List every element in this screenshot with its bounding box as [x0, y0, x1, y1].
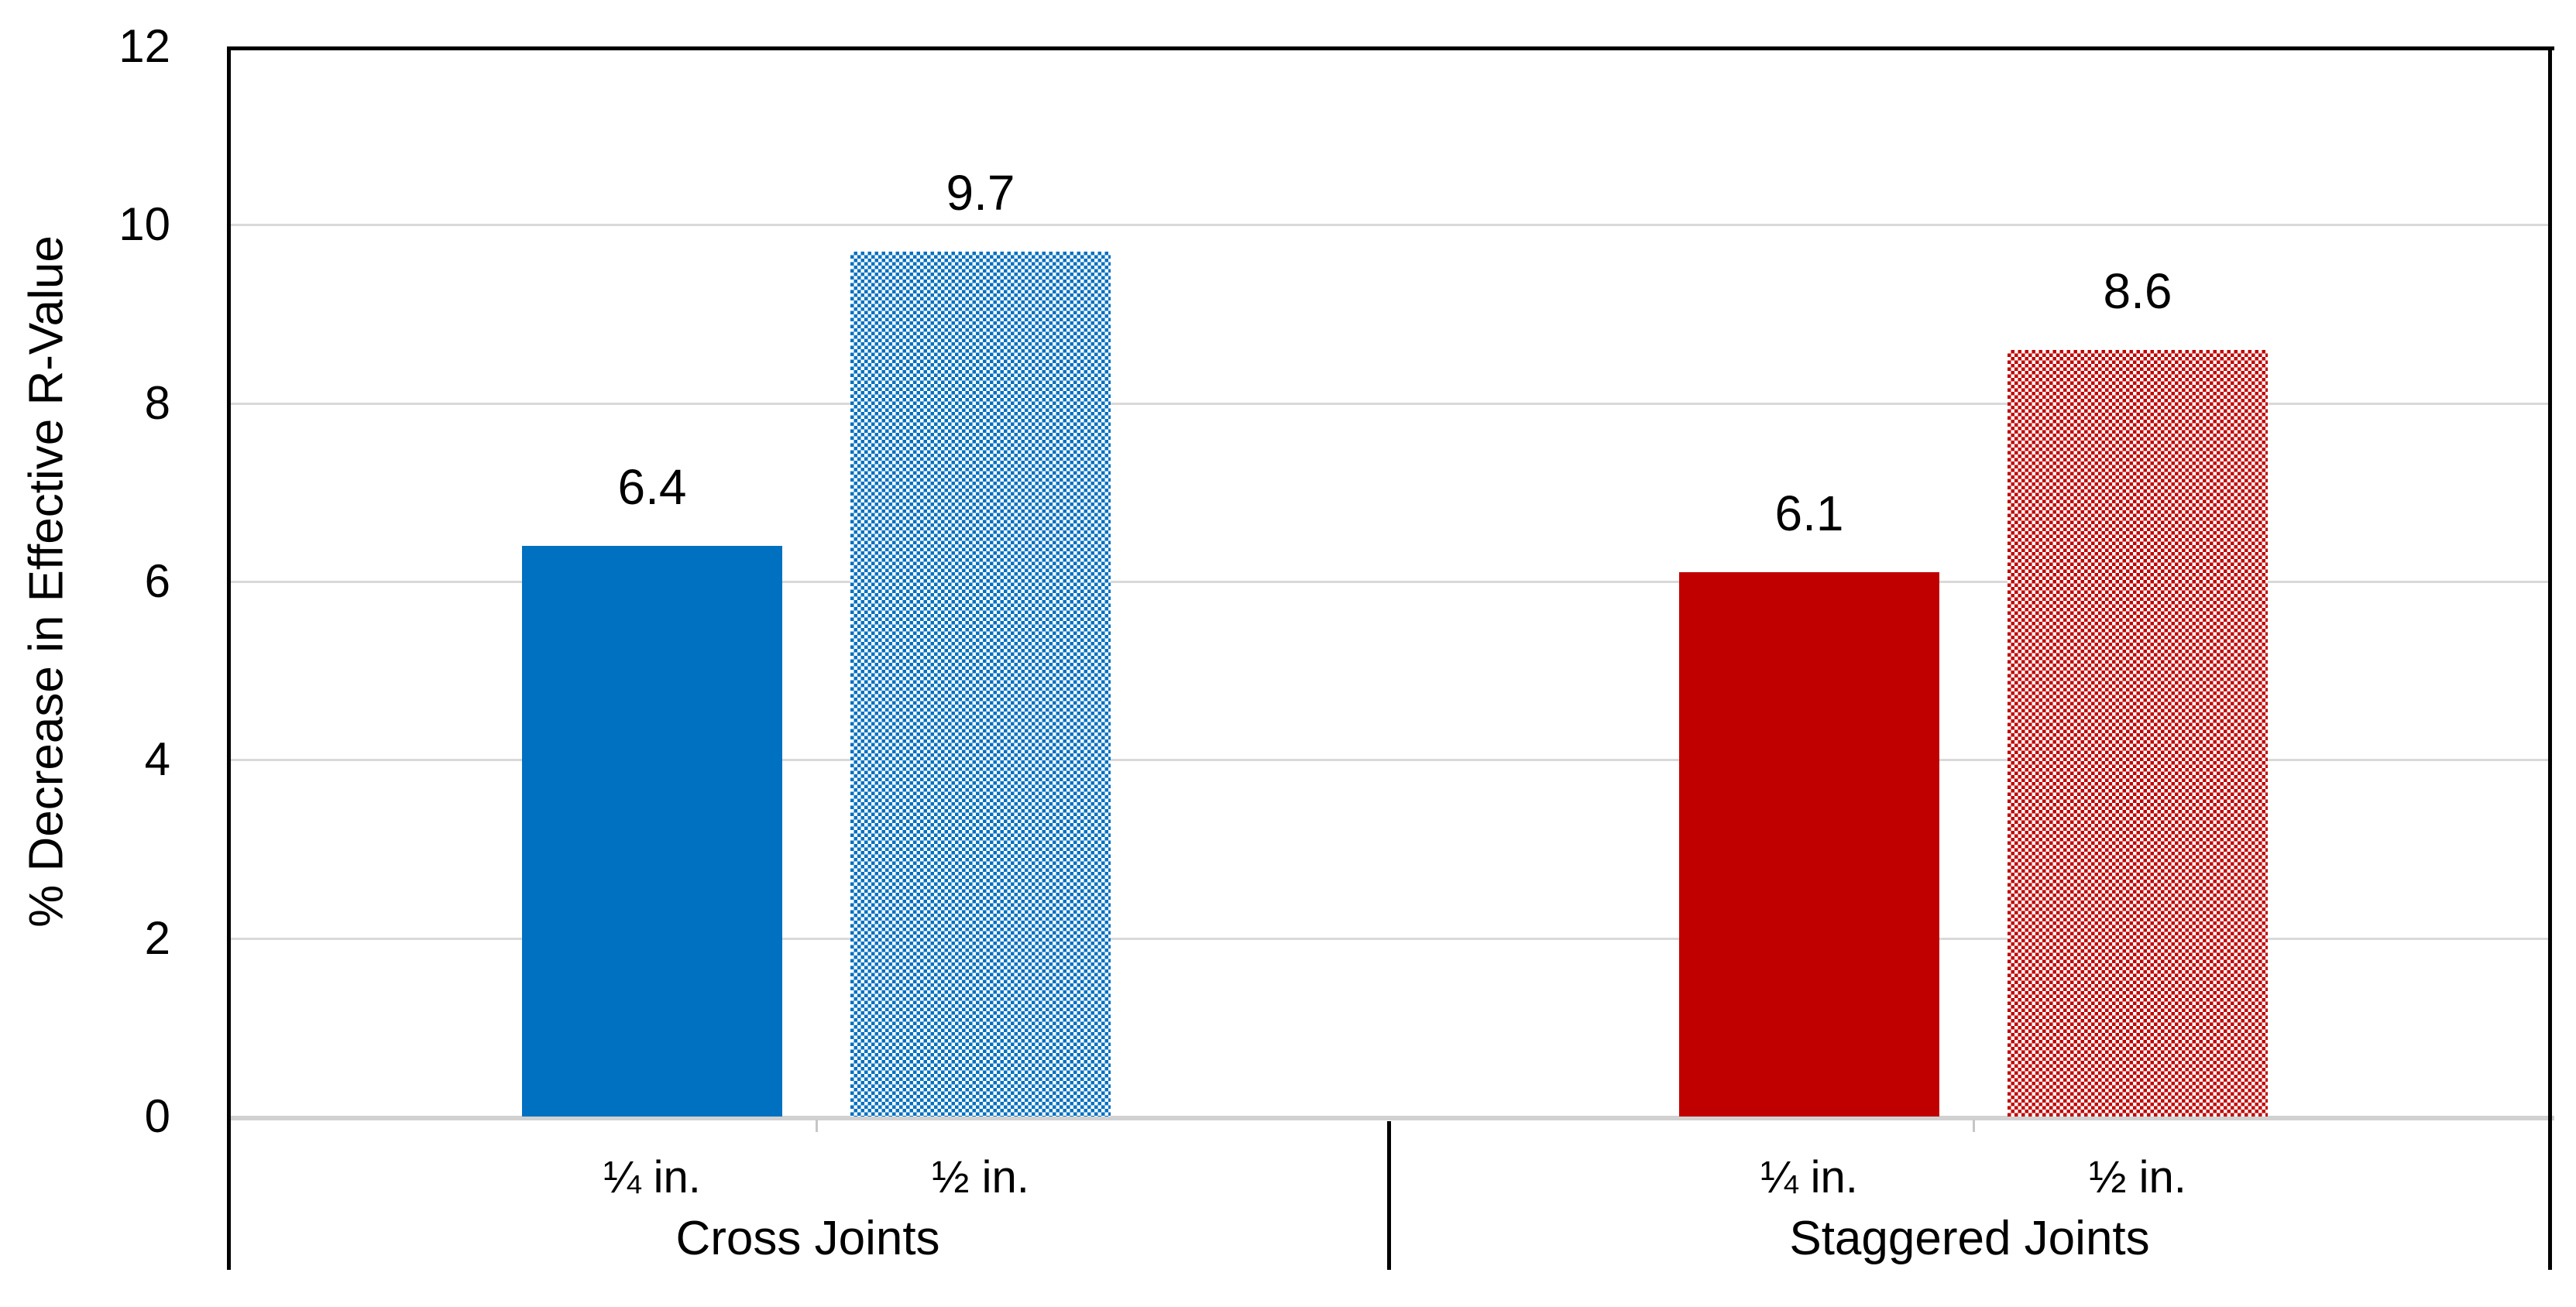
bar-staggered-joints-¼-in — [1679, 572, 1939, 1117]
y-tick-label-12: 12 — [118, 20, 170, 72]
y-tick-label-0: 0 — [144, 1090, 170, 1142]
y-tick-label-10: 10 — [118, 198, 170, 251]
gridline-2 — [227, 937, 2550, 940]
plot-border-top — [227, 46, 2554, 50]
category-tick-staggered-joints — [1973, 1120, 1975, 1132]
x-group-label-cross-joints: Cross Joints — [675, 1212, 940, 1265]
data-label-cross-joints-¼-in: 6.4 — [617, 459, 687, 515]
gridline-4 — [227, 759, 2550, 762]
bar-staggered-joints-½-in — [2008, 350, 2268, 1117]
y-tick-label-4: 4 — [144, 733, 170, 786]
x-group-label-staggered-joints: Staggered Joints — [1789, 1212, 2150, 1265]
plot-border-right — [2548, 46, 2552, 1270]
bar-cross-joints-¼-in — [522, 546, 782, 1117]
category-tick-cross-joints — [816, 1120, 818, 1132]
gridline-8 — [227, 402, 2550, 405]
gridline-10 — [227, 224, 2550, 227]
y-tick-label-6: 6 — [144, 555, 170, 607]
x-axis-line — [227, 1116, 2554, 1120]
x-sublabel-staggered-joints-¼-in: ¼ in. — [1760, 1152, 1858, 1202]
plot-border-left — [227, 46, 231, 1270]
x-sublabel-cross-joints-¼-in: ¼ in. — [603, 1152, 701, 1202]
group-separator-line — [1387, 1121, 1391, 1270]
y-tick-label-2: 2 — [144, 911, 170, 964]
data-label-staggered-joints-¼-in: 6.1 — [1774, 485, 1844, 541]
gridline-6 — [227, 581, 2550, 583]
x-sublabel-staggered-joints-½-in: ½ in. — [2089, 1152, 2186, 1202]
bar-cross-joints-½-in — [850, 252, 1111, 1117]
data-label-cross-joints-½-in: 9.7 — [946, 165, 1015, 221]
x-sublabel-cross-joints-½-in: ½ in. — [932, 1152, 1029, 1202]
data-label-staggered-joints-½-in: 8.6 — [2103, 263, 2172, 319]
y-tick-label-8: 8 — [144, 376, 170, 429]
